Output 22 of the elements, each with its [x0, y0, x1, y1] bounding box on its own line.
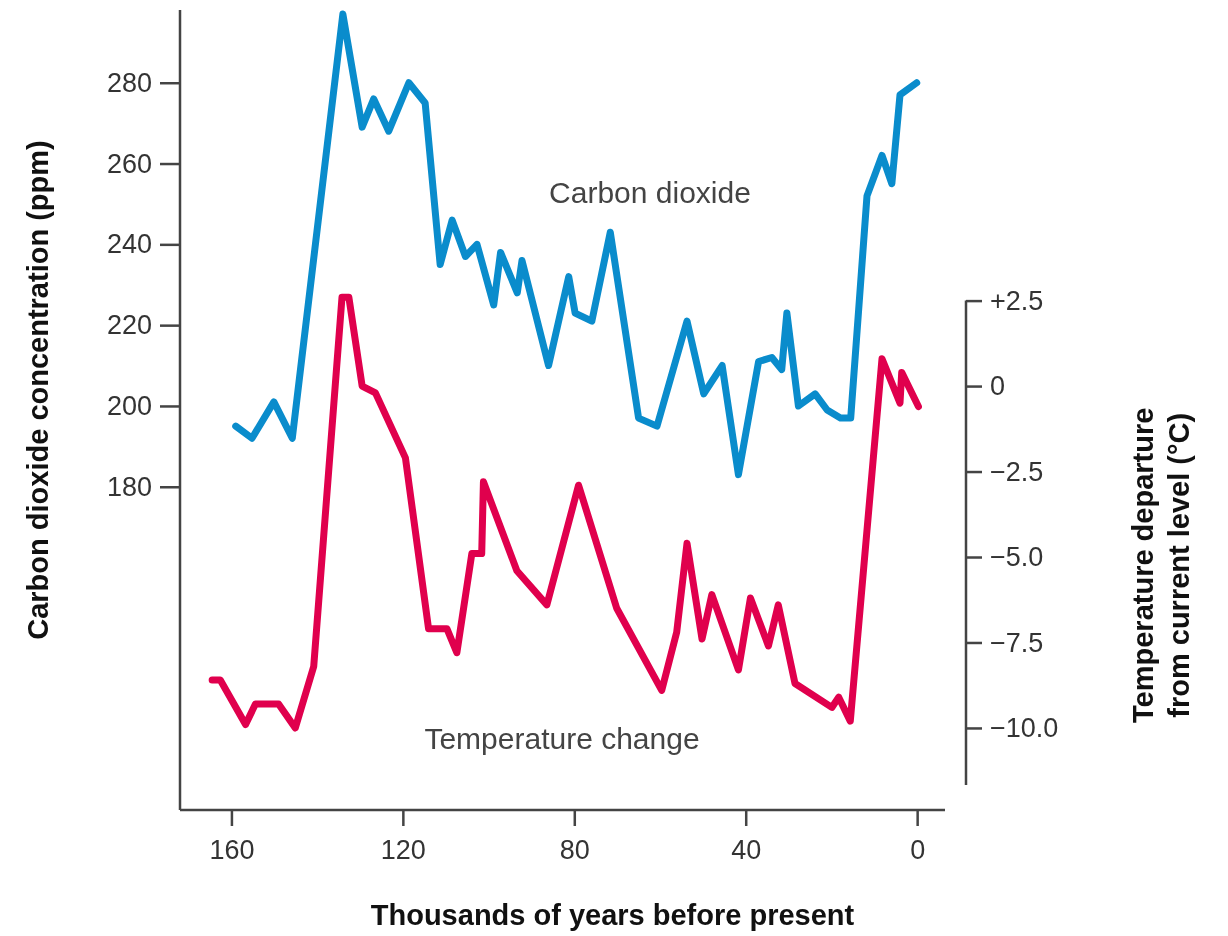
y2-axis-title: Temperature departure from current level (°C) [1127, 407, 1195, 723]
y-tick-label: 260 [106, 148, 152, 179]
y2-tick-label: −2.5 [990, 456, 1044, 487]
x-tick-label: 80 [559, 835, 590, 866]
series-label: Carbon dioxide [549, 175, 751, 209]
x-tick-label: 0 [910, 835, 926, 866]
x-tick-label: 120 [380, 835, 426, 866]
y-tick-label: 280 [106, 67, 152, 98]
y2-tick-label: 0 [990, 371, 1006, 402]
y-axis-title: Carbon dioxide concentration (ppm) [22, 140, 54, 640]
series-label: Temperature change [424, 721, 700, 755]
y-tick-label: 200 [106, 391, 152, 422]
x-axis-title: Thousands of years before present [370, 899, 855, 931]
x-tick-label: 160 [209, 835, 255, 866]
y2-tick-label: −5.0 [990, 542, 1044, 573]
y2-tick-label: −7.5 [990, 627, 1044, 658]
y-tick-label: 240 [106, 229, 152, 260]
y2-tick-label: −10.0 [990, 713, 1059, 744]
x-tick-label: 40 [731, 835, 762, 866]
y2-tick-label: +2.5 [990, 285, 1044, 316]
y-tick-label: 220 [106, 310, 152, 341]
y-tick-label: 180 [106, 471, 152, 502]
